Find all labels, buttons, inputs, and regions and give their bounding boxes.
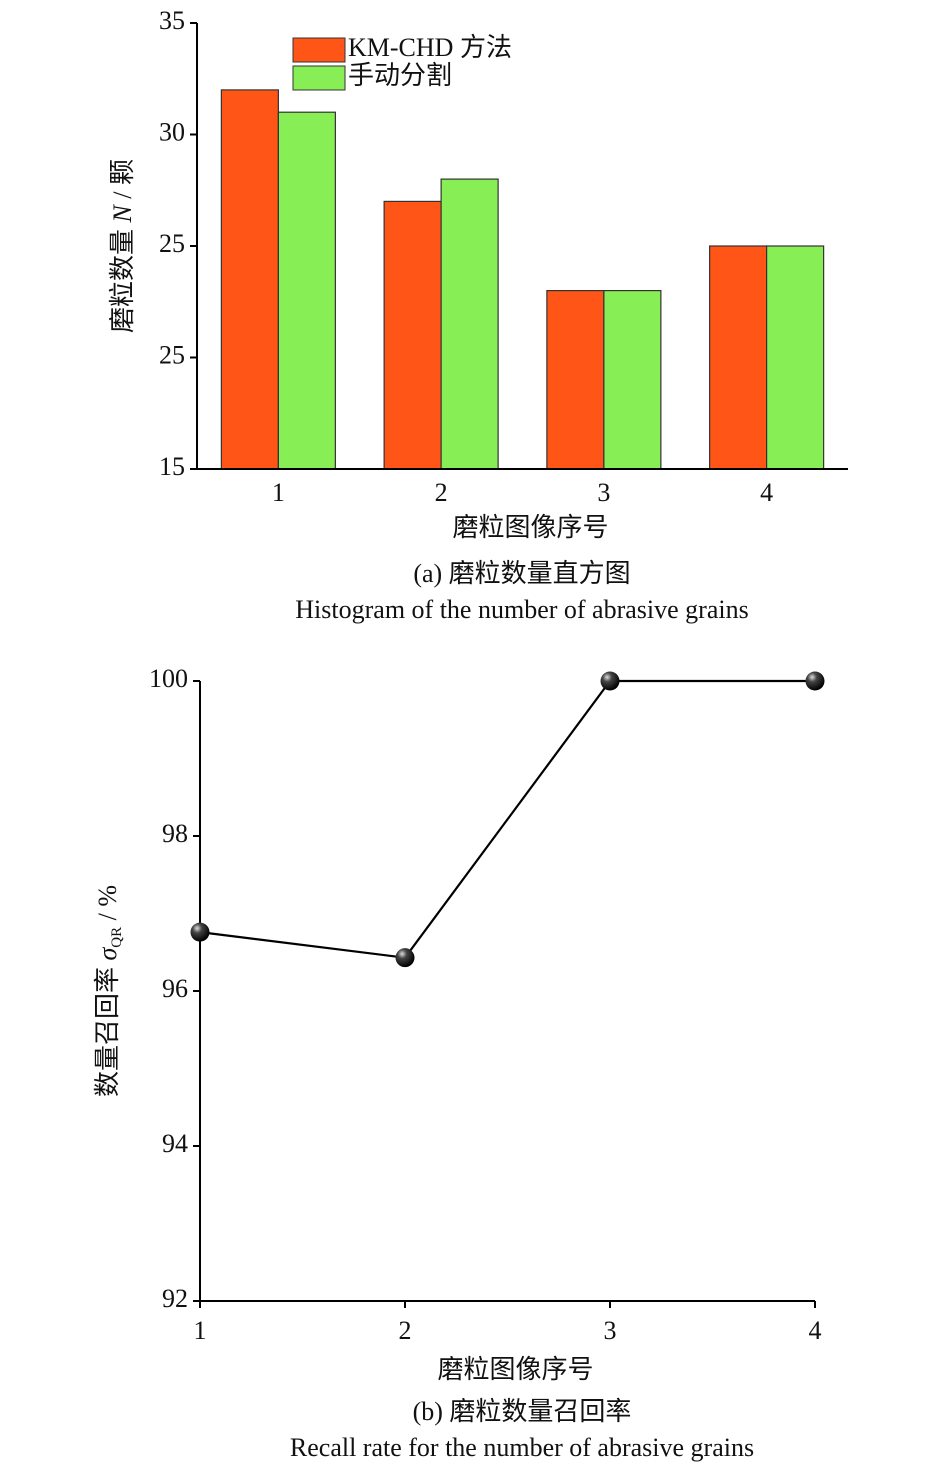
y-tick-label: 96 bbox=[162, 974, 188, 1003]
y-axis-label-part: QR bbox=[109, 927, 125, 948]
point bbox=[190, 922, 210, 942]
point bbox=[805, 671, 825, 691]
x-tick-label: 3 bbox=[604, 1316, 617, 1345]
bar bbox=[277, 111, 336, 470]
y-tick-label: 30 bbox=[159, 117, 185, 146]
bar bbox=[220, 89, 279, 470]
x-tick-label: 2 bbox=[399, 1316, 412, 1345]
y-tick-label: 92 bbox=[162, 1284, 188, 1313]
x-axis-label: 磨粒图像序号 bbox=[437, 1355, 593, 1384]
caption-subtitle: Recall rate for the number of abrasive g… bbox=[290, 1433, 754, 1462]
x-tick-label: 3 bbox=[597, 478, 610, 507]
legend-swatch bbox=[292, 65, 346, 91]
y-axis-label-part: N bbox=[108, 204, 137, 224]
point bbox=[395, 948, 415, 968]
y-tick-label: 100 bbox=[149, 664, 188, 693]
y-axis-label-part: / % bbox=[93, 885, 122, 927]
y-tick-label: 15 bbox=[159, 452, 185, 481]
bar bbox=[766, 245, 825, 470]
caption-title: (a) 磨粒数量直方图 bbox=[413, 559, 630, 588]
y-tick-label: 35 bbox=[159, 6, 185, 35]
y-tick-label: 98 bbox=[162, 819, 188, 848]
x-tick-label: 1 bbox=[194, 1316, 207, 1345]
x-tick-label: 1 bbox=[272, 478, 285, 507]
x-tick-label: 4 bbox=[809, 1316, 822, 1345]
y-tick-label: 25 bbox=[159, 229, 185, 258]
y-axis-label-part: 磨粒数量 bbox=[108, 223, 137, 334]
x-tick-label: 2 bbox=[435, 478, 448, 507]
y-axis-label-part: σ bbox=[93, 947, 122, 961]
y-axis-label: 磨粒数量 N / 颗 bbox=[108, 159, 137, 333]
legend-swatch bbox=[292, 37, 346, 63]
legend-label: KM-CHD 方法 bbox=[348, 33, 512, 62]
bar bbox=[383, 200, 442, 470]
y-axis-label-part: 数量召回率 bbox=[93, 961, 122, 1098]
bar bbox=[709, 245, 768, 470]
bar bbox=[603, 290, 662, 470]
x-axis-label: 磨粒图像序号 bbox=[452, 513, 608, 542]
caption-subtitle: Histogram of the number of abrasive grai… bbox=[295, 595, 748, 624]
x-tick-label: 4 bbox=[760, 478, 773, 507]
bar bbox=[546, 290, 605, 470]
caption-title: (b) 磨粒数量召回率 bbox=[413, 1397, 632, 1426]
line bbox=[199, 679, 815, 959]
y-tick-label: 94 bbox=[162, 1129, 188, 1158]
y-axis-label-part: / 颗 bbox=[108, 159, 137, 205]
point bbox=[600, 671, 620, 691]
bar bbox=[440, 178, 499, 470]
legend-label: 手动分割 bbox=[348, 61, 452, 90]
y-axis-label: 数量召回率 σQR / % bbox=[93, 885, 125, 1097]
y-tick-label: 25 bbox=[159, 340, 185, 369]
